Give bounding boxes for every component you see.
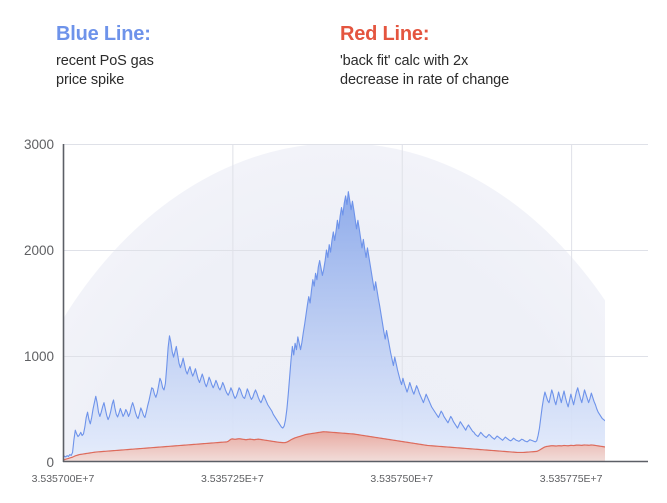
- series-line-red: [63, 431, 605, 461]
- y-tick-label: 3000: [24, 137, 54, 152]
- y-axis-tick-labels: 0 1000 2000 3000: [24, 137, 54, 470]
- legend-entry-red: Red Line: 'back fit' calc with 2x decrea…: [340, 22, 509, 89]
- x-axis-tick-labels: 3.535700E+7 3.535725E+7 3.535750E+7 3.53577…: [32, 473, 603, 485]
- series-area-blue: [63, 191, 605, 462]
- y-tick-label: 1000: [24, 349, 54, 364]
- x-tick-label: 3.535725E+7: [201, 473, 264, 485]
- x-tick-label: 3.535775E+7: [540, 473, 603, 485]
- legend-title-red: Red Line:: [340, 23, 430, 45]
- y-tick-label: 0: [46, 455, 54, 470]
- series-line-blue: [63, 191, 605, 459]
- x-tick-label: 3.535700E+7: [32, 473, 95, 485]
- legend-entry-blue: Blue Line: recent PoS gas price spike: [56, 22, 154, 89]
- series-area-red: [63, 431, 605, 462]
- legend-block: Blue Line: recent PoS gas price spike Re…: [0, 22, 667, 122]
- y-tick-label: 2000: [24, 243, 54, 258]
- chart-container: 0 1000 2000 3000 3.535700E+7 3.535725E+7 3.53…: [0, 130, 667, 503]
- legend-title-blue: Blue Line:: [56, 23, 151, 45]
- legend-description-red: 'back fit' calc with 2x decrease in rate…: [340, 53, 510, 88]
- x-tick-label: 3.535750E+7: [370, 473, 433, 485]
- legend-description-blue: recent PoS gas price spike: [56, 53, 154, 88]
